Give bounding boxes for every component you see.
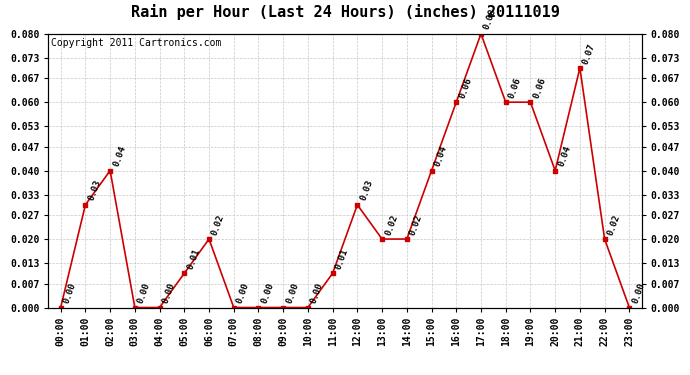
Text: 0.00: 0.00 [235,282,251,305]
Text: 0.01: 0.01 [334,247,350,270]
Text: 0.00: 0.00 [284,282,300,305]
Text: 0.00: 0.00 [260,282,276,305]
Text: 0.06: 0.06 [507,76,523,99]
Text: 0.00: 0.00 [62,282,78,305]
Text: 0.00: 0.00 [309,282,325,305]
Text: 0.04: 0.04 [557,145,573,168]
Text: 0.02: 0.02 [606,213,622,236]
Text: 0.04: 0.04 [433,145,448,168]
Text: 0.02: 0.02 [384,213,400,236]
Text: 0.06: 0.06 [457,76,473,99]
Text: 0.03: 0.03 [87,179,103,202]
Text: 0.07: 0.07 [581,42,597,65]
Text: 0.02: 0.02 [210,213,226,236]
Text: 0.00: 0.00 [136,282,152,305]
Text: Rain per Hour (Last 24 Hours) (inches) 20111019: Rain per Hour (Last 24 Hours) (inches) 2… [130,4,560,20]
Text: Copyright 2011 Cartronics.com: Copyright 2011 Cartronics.com [51,38,221,48]
Text: 0.08: 0.08 [482,8,498,31]
Text: 0.03: 0.03 [359,179,375,202]
Text: 0.01: 0.01 [186,247,201,270]
Text: 0.00: 0.00 [631,282,647,305]
Text: 0.00: 0.00 [161,282,177,305]
Text: 0.06: 0.06 [532,76,548,99]
Text: 0.04: 0.04 [112,145,128,168]
Text: 0.02: 0.02 [408,213,424,236]
